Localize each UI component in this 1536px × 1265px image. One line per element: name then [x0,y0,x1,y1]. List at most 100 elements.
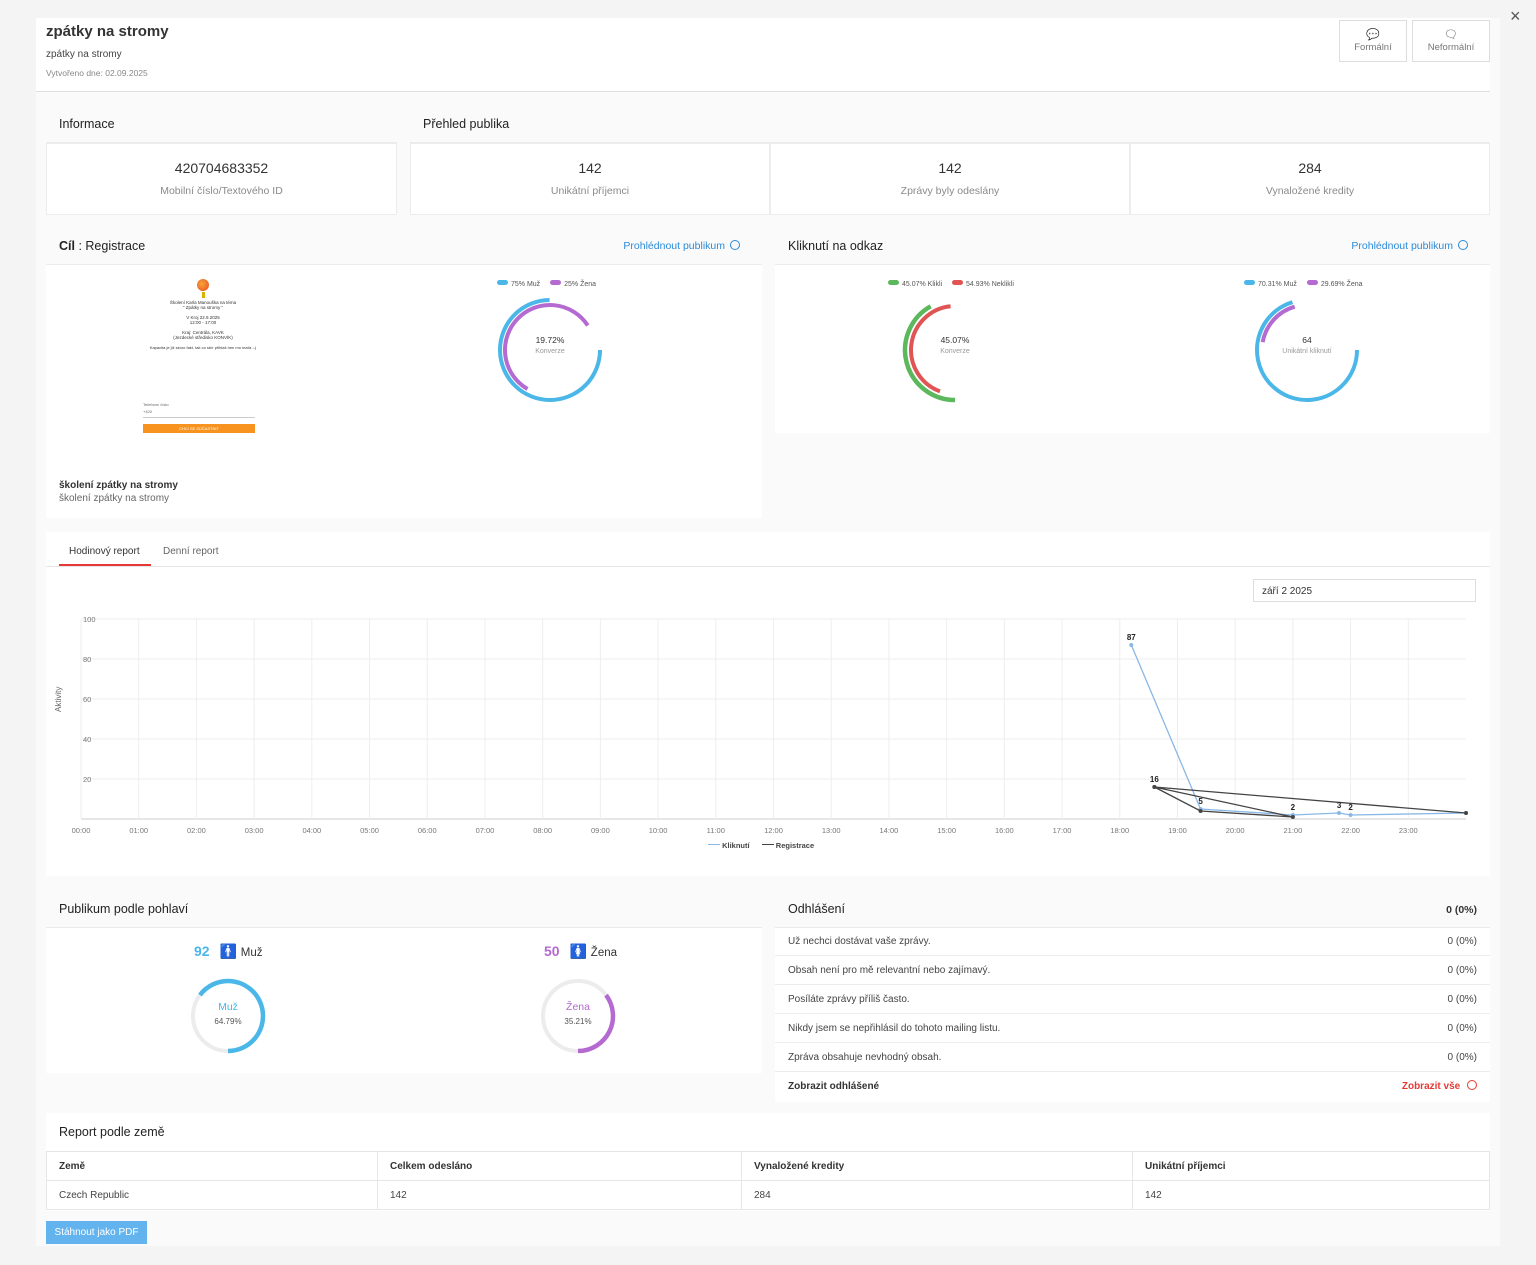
arrow-circle-icon [1467,1080,1477,1090]
arrow-circle-icon [1458,240,1468,250]
male-inner-label: Muž [218,1001,238,1013]
goal-legend: 75% Muž 25% Žena [497,280,596,288]
unsubscribe-reason-row: Zpráva obsahuje nevhodný obsah. 0 (0%) [775,1043,1490,1072]
reason-text: Nikdy jsem se nepřihlásil do tohoto mail… [788,1023,1001,1034]
header: zpátky na stromy zpátky na stromy Vytvoř… [36,18,1490,92]
legend-clicked: 45.07% Klikli [902,281,943,288]
informal-label: Neformální [1427,42,1475,53]
x-tick-label: 20:00 [1226,826,1245,835]
unsubscribe-total: 0 (0%) [1446,904,1477,916]
show-all-link[interactable]: Zobrazit vše [1402,1080,1477,1092]
country-table: Země Celkem odesláno Vynaložené kredity … [46,1151,1490,1210]
unsubscribe-reason-row: Posíláte zprávy příliš často. 0 (0%) [775,985,1490,1014]
formal-button[interactable]: 💬 Formální [1339,20,1407,62]
cell-credits: 284 [741,1180,1133,1210]
chat-icon: 🗨 [1444,29,1458,41]
chart-legend: Kliknutí Registrace [708,841,814,850]
cell-sent: 142 [377,1180,742,1210]
hourly-line-chart: 20 40 60 80 100 00:00 01:00 02:00 03:00 04:00 05:0… [72,615,1468,835]
x-tick-label: 21:00 [1283,826,1302,835]
female-count-value: 50 [544,943,560,959]
x-tick-label: 17:00 [1053,826,1072,835]
view-audience-label: Prohlédnout publikum [623,240,725,252]
messages-sent-stat: 142 Zprávy byly odeslány [770,143,1130,215]
legend-series-clicks: Kliknutí [722,841,750,850]
tab-hourly[interactable]: Hodinový report [69,546,140,557]
download-pdf-button[interactable]: Stáhnout jako PDF [46,1221,147,1244]
view-audience-link-2[interactable]: Prohlédnout publikum [1351,240,1468,252]
x-tick-label: 13:00 [822,826,841,835]
female-arc [503,303,590,391]
data-point [1337,811,1342,815]
preview-line: Školení Karla Manouška na téma [169,300,237,305]
tab-hourly-underline [59,564,151,566]
reason-text: Už nechci dostávat vaše zprávy. [788,936,931,947]
female-inner-label: Žena [566,1001,590,1013]
unique-recipients-label: Unikátní příjemci [550,185,630,197]
clicks-donut-center: 45.07% Konverze [925,335,985,355]
preview-form-label: Telefonní číslo [143,402,169,407]
male-count: 92 🚹 Muž [194,943,263,960]
x-tick-label: 03:00 [245,826,264,835]
x-tick-label: 18:00 [1110,826,1129,835]
created-date: Vytvořeno dne: 02.09.2025 [46,68,148,78]
date-picker[interactable]: září 2 2025 [1253,579,1476,602]
table-row: Czech Republic 142 284 142 [46,1180,1490,1210]
cell-country: Czech Republic [46,1180,378,1210]
formal-label: Formální [1354,42,1392,53]
tab-daily[interactable]: Denní report [163,546,219,557]
clicks-donut [902,304,956,403]
view-audience-link[interactable]: Prohlédnout publikum [623,240,740,252]
goal-title: : Registrace [74,239,146,253]
goal-title-prefix: Cíl [59,239,75,253]
male-donut [191,978,266,1054]
y-tick-label: 100 [83,615,96,624]
unsubscribe-reason-row: Obsah není pro mě relevantní nebo zajíma… [775,956,1490,985]
clicks-title: Kliknutí na odkaz [788,239,884,253]
female-count: 50 🚺 Žena [544,943,617,960]
clicks-card: Kliknutí na odkaz Prohlédnout publikum 4… [775,227,1490,433]
reason-count: 0 (0%) [1447,994,1477,1005]
clicks-conversion-value: 45.07% [940,335,970,345]
clicks-gender-legend: 70.31% Muž 29.69% Žena [1244,280,1363,288]
unsubscribe-reason-row: Už nechci dostávat vaše zprávy. 0 (0%) [775,927,1490,956]
data-label: 3 [1337,801,1342,810]
close-icon[interactable]: × [1510,6,1521,26]
male-person-icon: 🚹 [219,943,237,959]
y-tick-label: 40 [83,735,91,744]
x-tick-label: 22:00 [1341,826,1360,835]
x-tick-label: 12:00 [764,826,783,835]
table-header-row: Země Celkem odesláno Vynaložené kredity … [46,1151,1490,1181]
legend-female: 25% Žena [564,281,597,288]
unsubscribe-reason-row: Nikdy jsem se nepřihlásil do tohoto mail… [775,1014,1490,1043]
data-point [1198,809,1203,813]
unique-clicks-center: 64 Unikátní kliknutí [1267,335,1347,355]
data-label: 2 [1348,803,1353,812]
x-tick-label: 02:00 [187,826,206,835]
x-tick-label: 15:00 [937,826,956,835]
page-subtitle: zpátky na stromy [46,49,122,60]
male-donut-center: Muž 64.79% [198,1001,258,1026]
male-inner-pct: 64.79% [214,1017,242,1026]
campaign-name: školení zpátky na stromy [59,480,178,491]
col-country: Země [46,1151,378,1181]
gender-card: Publikum podle pohlaví 92 🚹 Muž Muž 64.7… [46,890,762,1073]
goal-donut-center: 19.72% Konverze [520,335,580,355]
unique-recipients-stat: 142 Unikátní příjemci [410,143,770,215]
landing-preview: Školení Karla Manouška na téma " Zpátky … [138,279,268,439]
x-tick-label: 14:00 [880,826,899,835]
series-line [1130,644,1467,816]
tabs-divider [46,566,1490,567]
female-label: Žena [590,947,618,959]
x-tick-label: 01:00 [129,826,148,835]
preview-input: +420 [143,409,255,418]
x-tick-label: 23:00 [1399,826,1418,835]
informal-button[interactable]: 🗨 Neformální [1412,20,1490,62]
preview-line: (Jezdecké středisko KONVÍK) [173,335,233,340]
legend-line-icon [708,844,720,845]
show-all-label: Zobrazit vše [1401,1081,1461,1092]
sender-id-value: 420704683352 [174,160,269,176]
reason-count: 0 (0%) [1447,1023,1477,1034]
reason-text: Posíláte zprávy příliš často. [788,994,910,1005]
cell-unique: 142 [1132,1180,1490,1210]
